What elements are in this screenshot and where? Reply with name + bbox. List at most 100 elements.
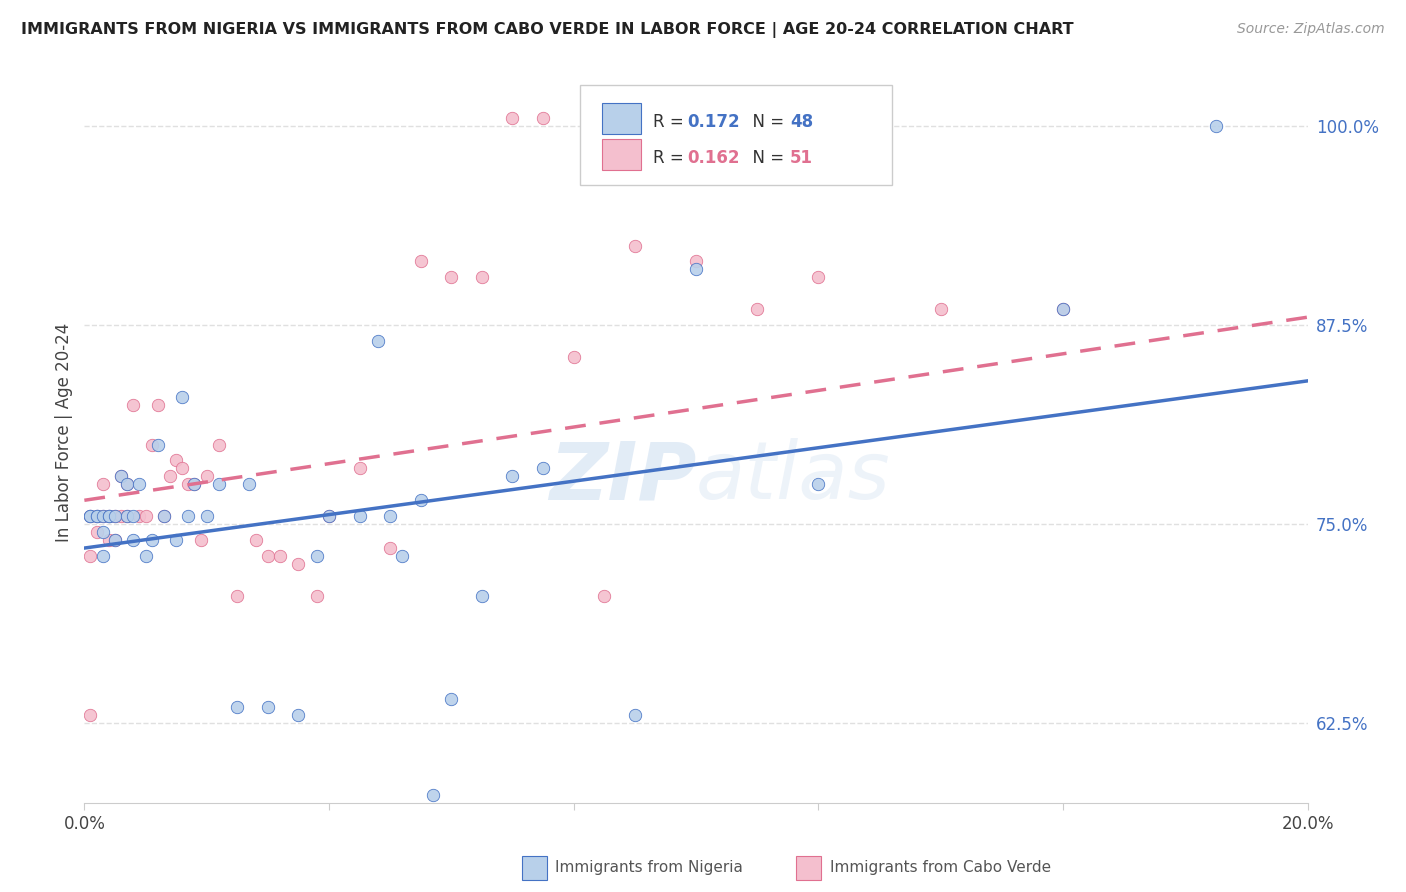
Text: 48: 48 [790, 113, 813, 131]
FancyBboxPatch shape [602, 138, 641, 169]
Point [593, 589, 616, 603]
Point [146, 398, 169, 412]
Point [97, 509, 120, 524]
Point [747, 302, 769, 317]
Text: Source: ZipAtlas.com: Source: ZipAtlas.com [1237, 22, 1385, 37]
Point [318, 509, 340, 524]
Point [86, 509, 108, 524]
Point [380, 509, 402, 524]
Point [195, 469, 218, 483]
Point [1052, 302, 1074, 317]
Point [305, 549, 328, 563]
Text: R =: R = [654, 149, 689, 167]
Point [86, 509, 108, 524]
Point [79, 549, 101, 563]
Point [502, 469, 524, 483]
Point [172, 461, 194, 475]
Point [135, 549, 157, 563]
Text: N =: N = [742, 113, 790, 131]
Point [141, 437, 163, 451]
Point [471, 270, 494, 285]
Text: 0.162: 0.162 [688, 149, 740, 167]
Point [409, 493, 432, 508]
Point [349, 509, 371, 524]
Point [97, 509, 120, 524]
Point [685, 254, 707, 268]
Point [624, 238, 647, 252]
Point [79, 708, 101, 723]
Point [562, 350, 585, 364]
Text: Immigrants from Nigeria: Immigrants from Nigeria [555, 861, 744, 875]
Point [245, 533, 267, 547]
Text: 0.172: 0.172 [688, 113, 740, 131]
Point [1205, 119, 1227, 133]
Point [153, 509, 176, 524]
Point [79, 509, 101, 524]
Point [177, 477, 200, 491]
Point [183, 477, 205, 491]
Text: 51: 51 [790, 149, 813, 167]
Point [208, 477, 231, 491]
Text: ■: ■ [799, 858, 818, 878]
Point [115, 477, 138, 491]
Point [128, 509, 150, 524]
Point [128, 477, 150, 491]
Point [104, 533, 127, 547]
Point [110, 469, 132, 483]
Point [159, 469, 181, 483]
Point [153, 509, 176, 524]
Point [305, 589, 328, 603]
Point [146, 437, 169, 451]
Point [190, 533, 212, 547]
Point [208, 437, 231, 451]
Point [929, 302, 952, 317]
Point [91, 477, 114, 491]
Point [391, 549, 413, 563]
Point [165, 453, 187, 467]
Point [115, 477, 138, 491]
Text: atlas: atlas [696, 438, 891, 516]
Point [91, 549, 114, 563]
Point [257, 700, 280, 714]
Point [287, 557, 309, 571]
Point [86, 509, 108, 524]
Point [624, 708, 647, 723]
Point [471, 589, 494, 603]
Text: ■: ■ [524, 858, 544, 878]
Text: Immigrants from Cabo Verde: Immigrants from Cabo Verde [830, 861, 1050, 875]
Point [165, 533, 187, 547]
Point [110, 469, 132, 483]
Point [685, 262, 707, 277]
Point [257, 549, 280, 563]
Point [502, 111, 524, 125]
Point [287, 708, 309, 723]
FancyBboxPatch shape [602, 103, 641, 135]
Point [141, 533, 163, 547]
Point [104, 533, 127, 547]
Point [91, 509, 114, 524]
Point [110, 509, 132, 524]
Point [380, 541, 402, 555]
Point [422, 788, 444, 802]
Point [226, 589, 249, 603]
Point [86, 525, 108, 540]
Point [269, 549, 291, 563]
Point [409, 254, 432, 268]
Point [440, 270, 463, 285]
Point [104, 509, 127, 524]
FancyBboxPatch shape [579, 85, 891, 185]
Point [97, 509, 120, 524]
Point [91, 509, 114, 524]
Point [79, 509, 101, 524]
Point [135, 509, 157, 524]
Point [238, 477, 260, 491]
Point [531, 111, 554, 125]
Point [122, 509, 145, 524]
Point [172, 390, 194, 404]
Point [440, 692, 463, 706]
Point [1052, 302, 1074, 317]
Point [318, 509, 340, 524]
Point [183, 477, 205, 491]
Text: IMMIGRANTS FROM NIGERIA VS IMMIGRANTS FROM CABO VERDE IN LABOR FORCE | AGE 20-24: IMMIGRANTS FROM NIGERIA VS IMMIGRANTS FR… [21, 22, 1074, 38]
Point [115, 509, 138, 524]
